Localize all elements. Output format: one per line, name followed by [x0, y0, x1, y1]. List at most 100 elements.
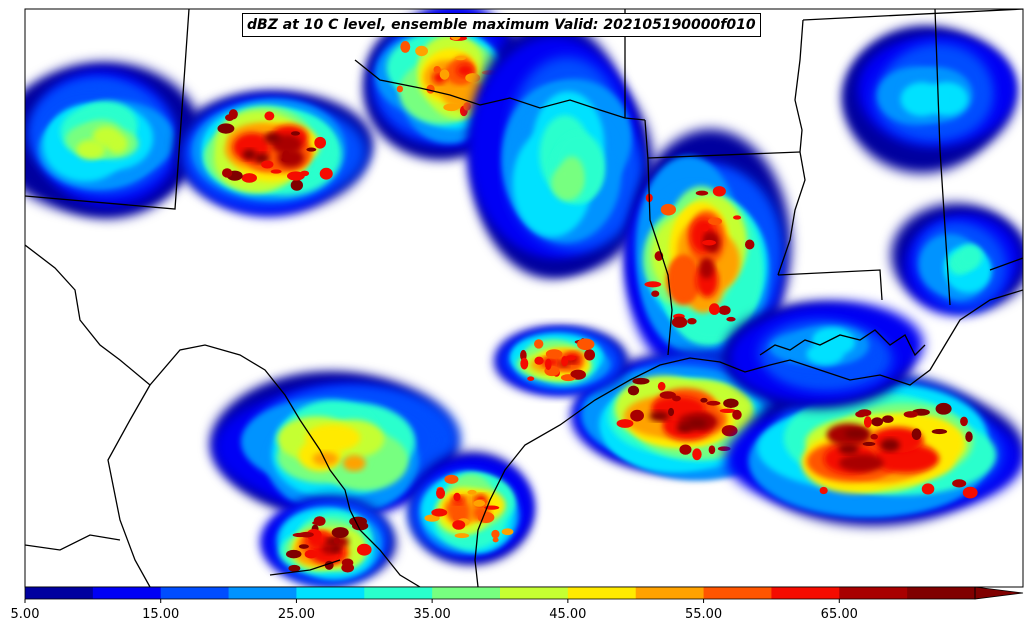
- reflectivity-core: [965, 431, 973, 443]
- reflectivity-core: [545, 358, 552, 371]
- reflectivity-cell: [325, 537, 337, 544]
- reflectivity-core: [708, 217, 723, 226]
- reflectivity-core: [491, 529, 500, 539]
- colorbar-bin: [296, 587, 365, 599]
- reflectivity-core: [424, 514, 440, 522]
- reflectivity-core: [467, 489, 477, 495]
- reflectivity-core: [534, 356, 544, 365]
- reflectivity-cell: [342, 455, 366, 472]
- reflectivity-cell: [699, 257, 715, 279]
- reflectivity-core: [962, 486, 978, 499]
- colorbar-bin: [839, 587, 908, 599]
- reflectivity-core: [952, 479, 967, 488]
- colorbar-bin: [771, 587, 840, 599]
- reflectivity-core: [862, 441, 876, 446]
- reflectivity-cell: [838, 454, 884, 472]
- reflectivity-core: [286, 171, 305, 181]
- reflectivity-core: [270, 169, 282, 174]
- reflectivity-core: [453, 513, 461, 522]
- state-border-nm-tx-north: [25, 9, 190, 210]
- reflectivity-core: [561, 356, 569, 367]
- map-title: dBZ at 10 C level, ensemble maximum Vali…: [242, 13, 761, 37]
- colorbar-bin: [25, 587, 94, 599]
- reflectivity-core: [570, 370, 583, 379]
- reflectivity-core: [584, 349, 596, 361]
- border-rio-grande: [25, 244, 421, 587]
- reflectivity-core: [960, 416, 968, 427]
- reflectivity-core: [333, 537, 340, 544]
- reflectivity-core: [855, 411, 867, 418]
- colorbar-bin: [567, 587, 637, 599]
- reflectivity-core: [863, 416, 872, 428]
- reflectivity-core: [534, 339, 544, 349]
- reflectivity-cell: [312, 452, 339, 466]
- reflectivity-core: [719, 408, 737, 413]
- colorbar-tick-label: 35.00: [413, 607, 451, 622]
- reflectivity-core: [290, 131, 301, 136]
- reflectivity-core: [744, 239, 755, 250]
- reflectivity-core: [454, 55, 467, 61]
- reflectivity-core: [288, 564, 301, 572]
- reflectivity-core: [465, 73, 481, 83]
- reflectivity-core: [217, 123, 235, 134]
- reflectivity-core: [723, 398, 739, 408]
- reflectivity-cell: [806, 343, 844, 365]
- coastline-gulf: [474, 289, 1023, 587]
- colorbar-bin: [228, 587, 297, 599]
- reflectivity-core: [692, 448, 702, 461]
- reflectivity-core: [439, 69, 450, 80]
- colorbar-frame: [24, 586, 976, 600]
- state-border-ar-la: [647, 151, 801, 159]
- reflectivity-core: [644, 281, 662, 288]
- reflectivity-cell: [900, 82, 944, 117]
- reflectivity-cell: [957, 244, 983, 269]
- reflectivity-core: [668, 407, 675, 417]
- reflectivity-cell: [838, 444, 859, 455]
- reflectivity-core: [451, 104, 464, 109]
- reflectivity-core: [903, 411, 918, 418]
- reflectivity-core: [463, 102, 471, 111]
- reflectivity-core: [356, 543, 372, 556]
- reflectivity-field: [25, 9, 1023, 586]
- boundaries: [25, 9, 1023, 587]
- colorbar-bin: [703, 587, 772, 599]
- reflectivity-core: [314, 136, 327, 149]
- reflectivity-core: [433, 66, 441, 73]
- reflectivity-core: [396, 85, 404, 93]
- reflectivity-cell: [277, 148, 304, 168]
- reflectivity-core: [431, 508, 448, 517]
- reflectivity-core: [565, 355, 576, 361]
- reflectivity-core: [221, 168, 233, 178]
- reflectivity-core: [473, 499, 486, 507]
- colorbar-bin: [432, 587, 501, 599]
- reflectivity-core: [819, 486, 828, 495]
- reflectivity-core: [616, 419, 634, 428]
- reflectivity-core: [718, 305, 731, 315]
- reflectivity-core: [341, 558, 354, 567]
- colorbar-tick-label: 55.00: [684, 607, 723, 622]
- reflectivity-core: [545, 349, 563, 359]
- reflectivity-core: [871, 417, 884, 427]
- reflectivity-core: [331, 527, 349, 538]
- colorbar-tick-label: 65.00: [820, 607, 858, 622]
- reflectivity-core: [306, 147, 317, 152]
- reflectivity-core: [319, 167, 333, 180]
- mexico-state-line-1: [107, 384, 151, 587]
- colorbar-bin: [500, 587, 569, 599]
- reflectivity-core: [415, 45, 428, 57]
- reflectivity-core: [660, 203, 677, 216]
- colorbar-bin: [635, 587, 705, 599]
- reflectivity-core: [721, 425, 738, 437]
- colorbar-extend-arrow: [974, 586, 1024, 600]
- reflectivity-core: [349, 516, 367, 527]
- reflectivity-core: [400, 40, 411, 53]
- reflectivity-core: [298, 531, 314, 538]
- reflectivity-cell: [92, 126, 121, 147]
- reflectivity-core: [712, 186, 726, 197]
- reflectivity-cell: [676, 423, 693, 433]
- reflectivity-core: [477, 511, 495, 523]
- reflectivity-cell: [76, 139, 106, 160]
- reflectivity-core: [453, 492, 461, 502]
- reflectivity-core: [870, 433, 878, 440]
- reflectivity-core: [452, 520, 466, 530]
